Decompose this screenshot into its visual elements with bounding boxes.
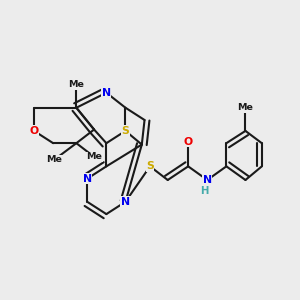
Text: N: N [121,197,130,207]
Text: N: N [102,88,111,98]
Text: S: S [122,126,129,136]
Text: O: O [184,137,193,147]
Text: N: N [203,175,212,185]
Text: H: H [200,186,209,196]
Text: Me: Me [238,103,254,112]
Text: O: O [29,126,39,136]
Text: Me: Me [86,152,102,161]
Text: N: N [83,174,92,184]
Text: Me: Me [68,80,84,89]
Text: Me: Me [46,155,62,164]
Text: S: S [146,161,154,171]
